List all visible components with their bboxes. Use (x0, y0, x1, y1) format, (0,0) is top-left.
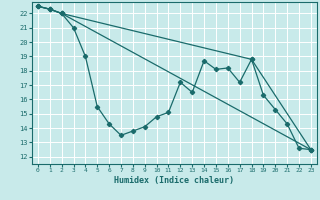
X-axis label: Humidex (Indice chaleur): Humidex (Indice chaleur) (115, 176, 234, 185)
